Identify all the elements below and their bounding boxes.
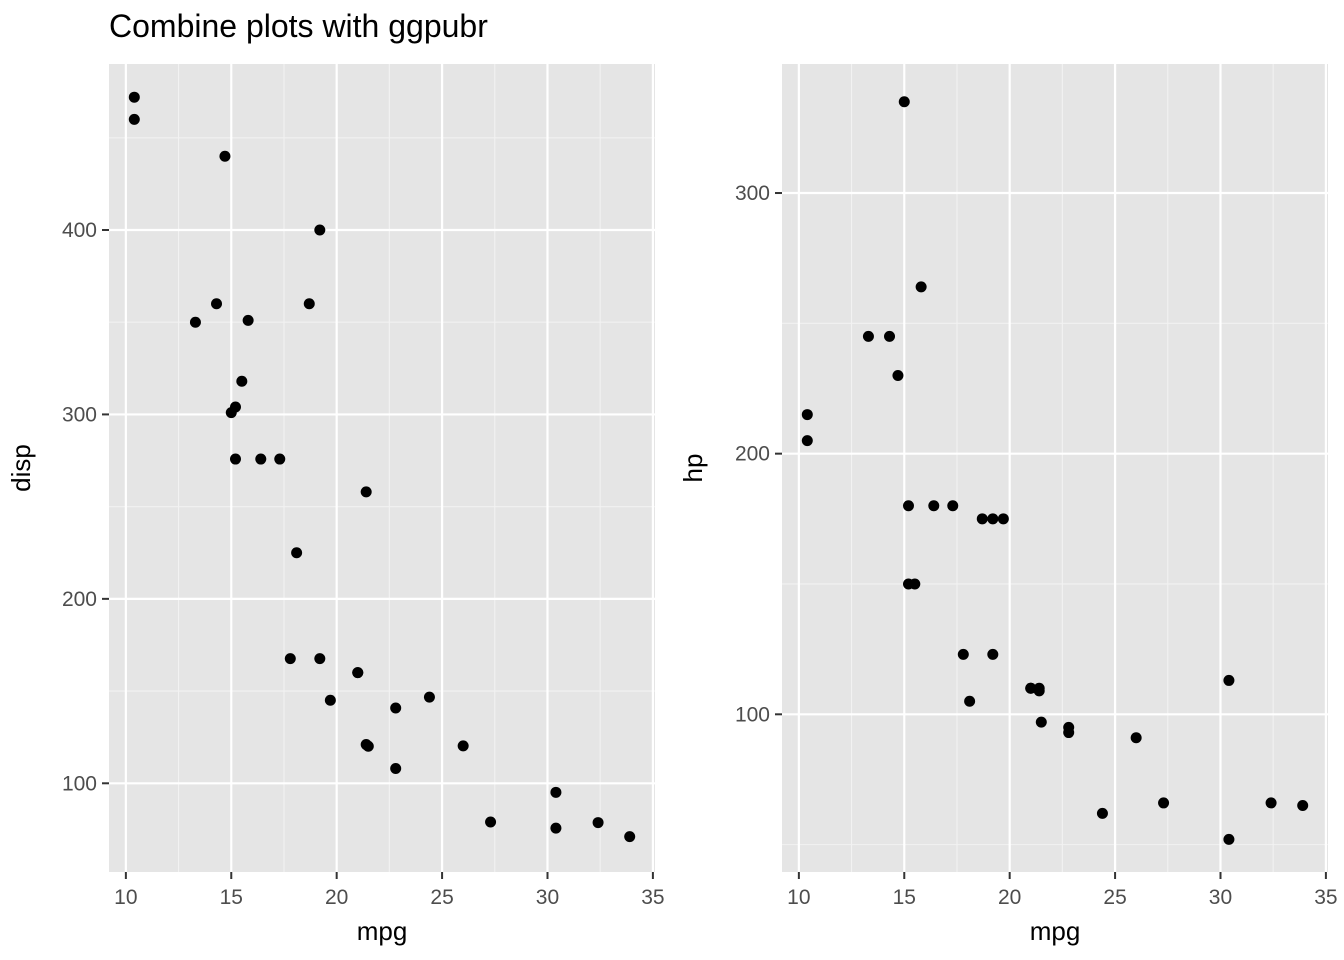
data-point — [957, 648, 969, 660]
data-point — [189, 316, 201, 328]
data-point — [964, 695, 976, 707]
y-tick-label: 100 — [735, 703, 770, 726]
y-tick-label: 100 — [62, 772, 97, 795]
data-point — [303, 298, 315, 310]
data-point — [219, 150, 231, 162]
data-point — [1223, 674, 1235, 686]
data-point — [314, 653, 326, 665]
data-point — [390, 763, 402, 775]
data-point — [987, 648, 999, 660]
x-tick-label: 20 — [998, 886, 1021, 909]
data-point — [1265, 797, 1277, 809]
data-point — [550, 822, 562, 834]
x-tick-label: 20 — [325, 886, 348, 909]
data-point — [274, 453, 286, 465]
y-tick-label: 300 — [735, 182, 770, 205]
data-point — [360, 739, 372, 751]
y-axis-label: hp — [678, 454, 708, 483]
data-point — [801, 409, 813, 421]
x-tick-label: 35 — [1314, 886, 1337, 909]
plot-hp-vs-mpg: 10 15 20 25 30 35 100 200 300 mpg hp — [678, 64, 1338, 946]
data-point — [1033, 685, 1045, 697]
data-point — [1035, 716, 1047, 728]
data-point — [225, 407, 237, 419]
data-point — [242, 314, 254, 326]
data-point — [884, 330, 896, 342]
data-point — [892, 369, 904, 381]
data-point — [898, 96, 910, 108]
data-point — [128, 113, 140, 125]
data-point — [1158, 797, 1170, 809]
figure-title: Combine plots with ggpubr — [109, 8, 488, 44]
x-tick-label: 15 — [220, 886, 243, 909]
data-point — [1223, 833, 1235, 845]
data-point — [284, 653, 296, 665]
y-tick-label: 400 — [62, 219, 97, 242]
data-point — [1096, 807, 1108, 819]
data-point — [976, 513, 988, 525]
y-tick-label: 200 — [735, 443, 770, 466]
data-point — [485, 816, 497, 828]
data-point — [255, 453, 267, 465]
data-point — [1063, 721, 1075, 733]
data-point — [1025, 682, 1037, 694]
data-point — [801, 435, 813, 447]
data-point — [862, 330, 874, 342]
plot-disp-vs-mpg: 10 15 20 25 30 35 100 200 300 400 mpg disp — [6, 64, 665, 946]
x-axis-label: mpg — [357, 916, 408, 946]
data-point — [423, 691, 435, 703]
data-point — [987, 513, 999, 525]
data-point — [902, 578, 914, 590]
data-point — [592, 817, 604, 829]
data-point — [624, 831, 636, 843]
data-point — [211, 298, 223, 310]
data-point — [229, 453, 241, 465]
data-point — [457, 740, 469, 752]
data-point — [291, 547, 303, 559]
data-point — [1130, 732, 1142, 744]
data-point — [390, 702, 402, 714]
data-point — [352, 667, 364, 679]
panel-background — [782, 64, 1328, 872]
data-point — [550, 786, 562, 798]
x-tick-label: 30 — [1209, 886, 1232, 909]
data-point — [314, 224, 326, 236]
y-tick-label: 300 — [62, 403, 97, 426]
x-axis-label: mpg — [1030, 916, 1081, 946]
data-point — [997, 513, 1009, 525]
data-point — [947, 500, 959, 512]
data-point — [360, 486, 372, 498]
data-point — [1297, 800, 1309, 812]
x-tick-label: 25 — [1103, 886, 1126, 909]
data-point — [236, 375, 248, 387]
x-tick-label: 10 — [787, 886, 810, 909]
data-point — [128, 91, 140, 103]
y-axis-label: disp — [6, 444, 36, 492]
y-tick-label: 200 — [62, 588, 97, 611]
x-tick-label: 30 — [536, 886, 559, 909]
data-point — [902, 500, 914, 512]
panel-background — [109, 64, 655, 872]
data-point — [324, 694, 336, 706]
x-tick-label: 15 — [893, 886, 916, 909]
data-point — [915, 281, 927, 293]
x-tick-label: 10 — [114, 886, 137, 909]
x-tick-label: 35 — [641, 886, 664, 909]
data-point — [928, 500, 940, 512]
x-tick-label: 25 — [430, 886, 453, 909]
